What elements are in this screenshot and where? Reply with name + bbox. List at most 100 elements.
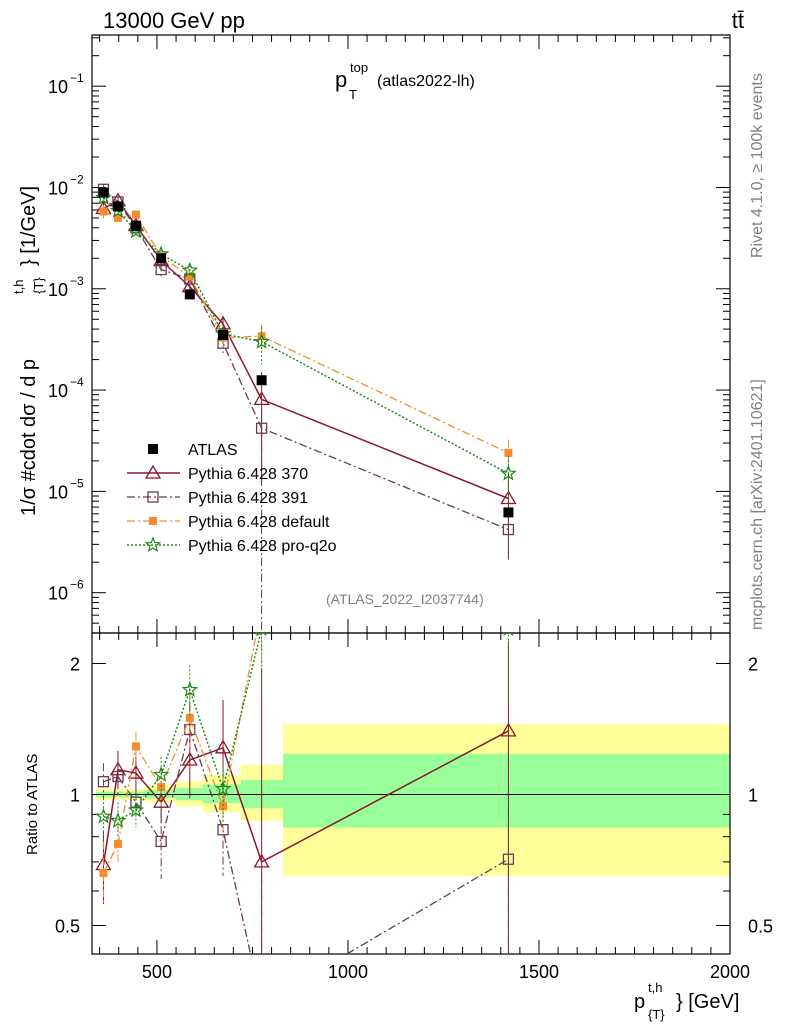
top-point (502, 523, 515, 536)
ratio-point (97, 776, 110, 788)
atlas-point (130, 220, 141, 231)
top-y-tick-label: 10 (48, 381, 68, 401)
atlas-point (256, 375, 267, 386)
plot-title-tag: (atlas2022-lh) (377, 73, 475, 90)
top-y-tick-exp: −5 (70, 476, 84, 490)
top-ylabel-sub: {T} (31, 277, 46, 294)
ratio-y-tick-label-right: 1 (748, 785, 758, 805)
ratio-point (152, 766, 170, 782)
xlabel-sub: {T} (648, 1007, 665, 1022)
top-point (504, 448, 513, 457)
xlabel-sup: t,h (648, 980, 662, 995)
ratio-point (131, 742, 140, 751)
legend-item-2: Pythia 6.428 391 (127, 490, 308, 507)
header-right: tt̄ (732, 8, 744, 33)
ratio-point (500, 722, 517, 737)
ratio-y-tick-label-left: 1 (70, 785, 80, 805)
ratio-series-line (103, 633, 262, 822)
top-y-tick-label: 10 (48, 584, 68, 604)
top-point (131, 210, 140, 219)
ratio-y-axis-label: Ratio to ATLAS (24, 754, 41, 855)
legend-item-3: Pythia 6.428 default (127, 514, 330, 531)
x-tick-label: 500 (142, 962, 172, 982)
ratio-y-tick-label-left: 2 (70, 654, 80, 674)
legend-marker (149, 517, 157, 525)
plot-title-sub: T (349, 87, 357, 102)
top-series-3 (99, 205, 513, 472)
ratio-point (95, 807, 112, 824)
ratio-series-line (102, 633, 258, 874)
atlas-point (184, 289, 195, 300)
top-series-4 (95, 189, 517, 505)
top-y-tick-exp: −3 (70, 274, 84, 288)
ratio-series-line (103, 727, 509, 954)
ratio-point (214, 780, 232, 796)
top-point (185, 272, 194, 281)
top-point (155, 263, 167, 276)
legend-label: ATLAS (188, 442, 238, 459)
ratio-point (153, 793, 170, 808)
ratio-point (109, 812, 127, 828)
legend-marker (147, 491, 159, 503)
ratio-y-tick-label-right: 0.5 (748, 916, 773, 936)
plot-title: p top T (atlas2022-lh) (335, 60, 475, 102)
top-ylabel-unit: } [1/GeV] (18, 186, 40, 266)
top-y-tick-exp: −2 (70, 172, 84, 186)
top-point (113, 213, 122, 222)
atlas-point (112, 201, 123, 212)
top-point (99, 207, 108, 216)
legend-item-1: Pythia 6.428 370 (127, 464, 308, 483)
legend-label: Pythia 6.428 default (188, 514, 330, 531)
ratio-y-tick-label-right: 2 (748, 654, 758, 674)
plot-title-main: p (335, 67, 347, 92)
atlas-point (156, 253, 167, 264)
ratio-point (109, 761, 127, 776)
legend-item-4: Pythia 6.428 pro-q2o (127, 536, 337, 555)
ratio-series-2 (97, 703, 515, 1009)
band-green-7 (283, 753, 730, 828)
legend-label: Pythia 6.428 391 (188, 490, 308, 507)
atlas-point (503, 507, 514, 518)
top-y-tick-label: 10 (48, 482, 68, 502)
top-point (253, 333, 270, 349)
top-y-tick-label: 10 (48, 280, 68, 300)
top-series-line (103, 197, 509, 475)
band-green-5 (202, 784, 241, 804)
header-left: 13000 GeV pp (103, 8, 245, 33)
ratio-point (181, 681, 199, 697)
ratio-point (157, 783, 166, 792)
ratio-point (219, 802, 228, 811)
top-point (181, 261, 199, 278)
x-axis-label: p t,h {T} } [GeV] (634, 980, 739, 1022)
top-point (95, 189, 112, 205)
top-point (255, 422, 268, 434)
top-series-layer (95, 183, 517, 631)
ratio-series-layer (95, 633, 517, 1009)
top-point (500, 490, 517, 505)
ratio-y-tick-label-left: 0.5 (55, 916, 80, 936)
ratio-point (127, 801, 145, 818)
top-y-tick-label: 10 (48, 77, 68, 97)
analysis-id: (ATLAS_2022_I2037744) (326, 591, 484, 607)
xlabel-unit: } [GeV] (676, 991, 739, 1013)
top-point (500, 464, 517, 481)
plot-title-sup: top (350, 60, 368, 75)
legend-marker (144, 536, 162, 553)
ratio-point (214, 739, 232, 754)
ratio-point (181, 751, 198, 766)
legend: ATLAS Pythia 6.428 370 Pythia 6.428 391 Pyt… (127, 442, 337, 555)
ratio-point (127, 764, 145, 779)
rivet-label: Rivet 4.1.0, ≥ 100k events (749, 73, 766, 258)
legend-marker (148, 444, 158, 454)
ratio-point (257, 999, 267, 1009)
top-y-tick-exp: −4 (70, 375, 84, 389)
legend-label: Pythia 6.428 370 (188, 466, 308, 483)
atlas-point (218, 329, 229, 340)
ratio-point (155, 835, 167, 848)
top-y-tick-label: 10 (48, 178, 68, 198)
legend-item-0: ATLAS (148, 442, 238, 459)
top-ylabel-sup: t,h (11, 280, 26, 294)
ratio-point (112, 770, 124, 783)
ratio-series-4 (95, 633, 514, 837)
